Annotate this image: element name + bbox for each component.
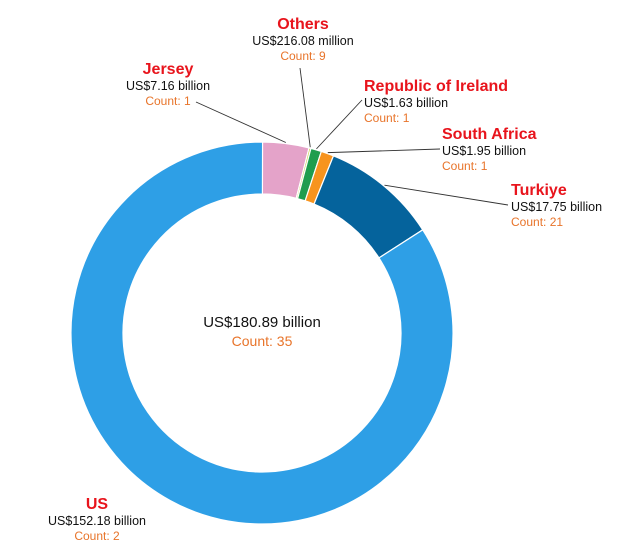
slice-count-jersey: Count: 1 (145, 94, 191, 109)
slice-count-ireland: Count: 1 (364, 111, 410, 126)
slice-value-south-africa: US$1.95 billion (442, 144, 527, 159)
slice-name-turkiye: Turkiye (511, 182, 567, 199)
slice-name-others: Others (277, 16, 329, 33)
leader-line-ireland (316, 99, 363, 150)
slice-name-ireland: Republic of Ireland (364, 78, 509, 95)
slice-us (70, 141, 454, 525)
slice-count-turkiye: Count: 21 (511, 215, 564, 230)
slice-count-us: Count: 2 (74, 529, 120, 544)
slice-value-turkiye: US$17.75 billion (511, 200, 603, 215)
slice-label-south-africa: South Africa US$1.95 billion Count: 1 (442, 125, 537, 174)
center-total-count: Count: 35 (231, 333, 293, 349)
slice-label-jersey: Jersey US$7.16 billion Count: 1 (108, 60, 228, 109)
leader-line-turkiye (384, 184, 509, 206)
leader-lines (195, 67, 509, 206)
slice-value-jersey: US$7.16 billion (125, 79, 211, 94)
slice-label-us: US US$152.18 billion Count: 2 (42, 495, 152, 544)
leader-line-southafrica (327, 148, 441, 154)
center-summary: US$180.89 billion Count: 35 (172, 314, 352, 349)
slice-value-ireland: US$1.63 billion (364, 96, 449, 111)
donut-slices (70, 141, 454, 525)
center-total-value: US$180.89 billion (203, 314, 321, 331)
slice-value-us: US$152.18 billion (48, 514, 146, 529)
slice-value-others: US$216.08 million (252, 34, 354, 49)
leader-line-jersey (195, 101, 286, 143)
leader-line-others (299, 67, 311, 148)
slice-label-others: Others US$216.08 million Count: 9 (248, 15, 358, 64)
slice-name-south-africa: South Africa (442, 126, 537, 143)
slice-count-others: Count: 9 (280, 49, 326, 64)
slice-label-turkiye: Turkiye US$17.75 billion Count: 21 (511, 181, 602, 230)
slice-name-us: US (85, 496, 109, 513)
slice-label-ireland: Republic of Ireland US$1.63 billion Coun… (364, 77, 508, 126)
slice-name-jersey: Jersey (142, 61, 194, 78)
slice-count-south-africa: Count: 1 (442, 159, 488, 174)
